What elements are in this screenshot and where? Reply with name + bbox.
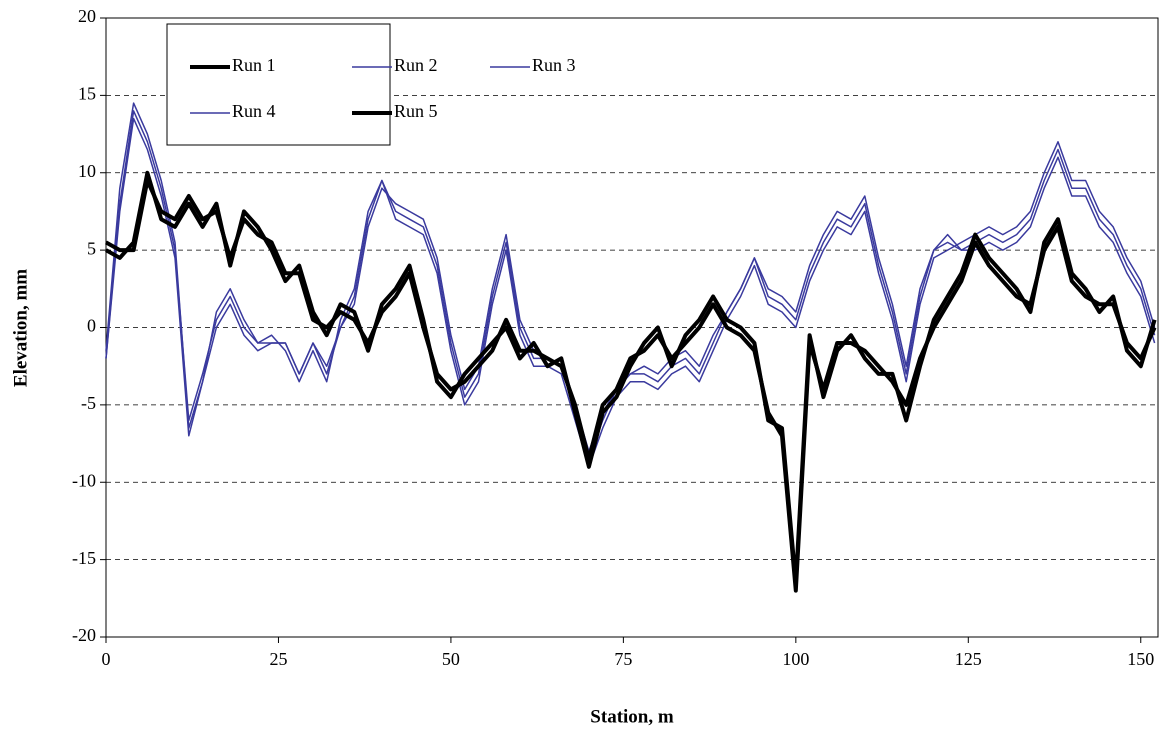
y-tick-label: 15 — [78, 84, 96, 104]
series-line — [105, 110, 1156, 460]
y-tick-label: -10 — [72, 470, 96, 490]
series-line — [105, 117, 1156, 453]
x-axis-label: Station, m — [590, 706, 674, 727]
y-tick-label: -5 — [81, 393, 96, 413]
x-tick-label: 25 — [269, 649, 287, 669]
series-line — [105, 102, 1156, 468]
y-tick-label: -20 — [72, 625, 96, 645]
x-tick-label: 50 — [442, 649, 460, 669]
x-tick-label: 125 — [955, 649, 982, 669]
legend: Run 1 Run 2 Run 3 Run 4 Run 5 — [190, 55, 576, 121]
y-tick-label: 5 — [87, 238, 96, 258]
x-tick-label: 150 — [1127, 649, 1154, 669]
x-tick-label: 75 — [614, 649, 632, 669]
series-line — [105, 170, 1157, 585]
y-tick-label: -15 — [72, 548, 96, 568]
y-tick-label: 20 — [78, 6, 96, 26]
legend-label: Run 1 — [232, 55, 276, 75]
legend-label: Run 5 — [394, 101, 438, 121]
legend-box — [166, 23, 391, 146]
legend-label: Run 4 — [232, 101, 276, 121]
y-tick-label: 10 — [78, 161, 96, 181]
y-tick-label: 0 — [87, 316, 96, 336]
y-axis-label: Elevation, mm — [10, 269, 31, 387]
series-line — [105, 178, 1157, 593]
x-tick-label: 0 — [102, 649, 111, 669]
lines — [105, 102, 1157, 593]
legend-label: Run 2 — [394, 55, 438, 75]
x-tick-label: 100 — [782, 649, 809, 669]
legend-label: Run 3 — [532, 55, 576, 75]
